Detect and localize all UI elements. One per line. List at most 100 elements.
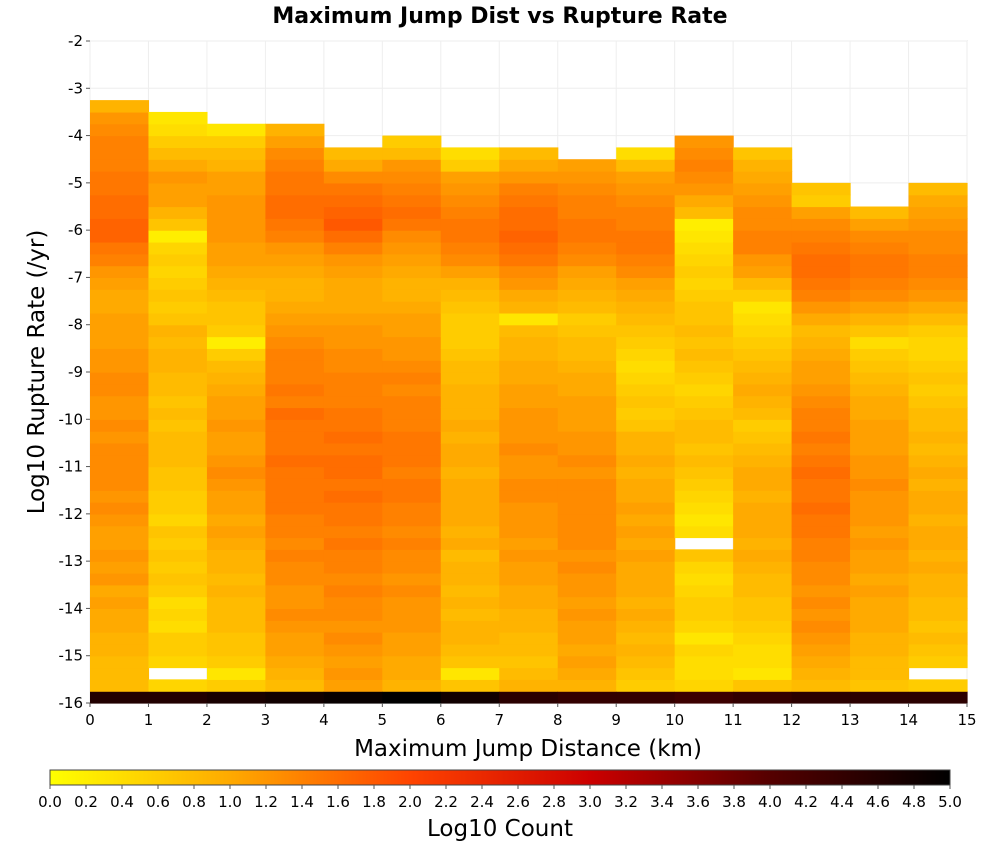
heatmap-cell <box>382 241 442 255</box>
heatmap-cell <box>323 395 383 409</box>
heatmap-cell <box>616 454 676 468</box>
heatmap-cell <box>323 265 383 279</box>
colorbar-label: Log10 Count <box>427 816 573 842</box>
heatmap-cell <box>850 241 910 255</box>
heatmap-cell <box>616 395 676 409</box>
heatmap-cell <box>674 301 734 314</box>
heatmap-cell <box>440 159 500 172</box>
heatmap-cell <box>616 466 676 479</box>
heatmap-cell <box>265 230 325 243</box>
heatmap-cell <box>908 206 968 219</box>
heatmap-cell <box>908 643 968 657</box>
heatmap-cell <box>265 277 325 290</box>
heatmap-cell <box>733 265 793 279</box>
heatmap-cell <box>265 360 325 373</box>
heatmap-cell <box>674 147 734 160</box>
heatmap-cell <box>908 502 968 515</box>
heatmap-cell <box>850 596 910 610</box>
heatmap-cell <box>850 584 910 598</box>
heatmap-cell <box>382 265 442 279</box>
heatmap-cell <box>616 147 676 160</box>
heatmap-cell <box>557 383 617 397</box>
heatmap-cell <box>791 431 851 444</box>
heatmap-cell <box>850 525 910 539</box>
heatmap-cell <box>499 218 559 231</box>
heatmap-cell <box>90 230 150 243</box>
heatmap-cell <box>850 324 910 338</box>
heatmap-cell <box>323 206 383 219</box>
heatmap-cell <box>674 241 734 255</box>
heatmap-cell <box>382 206 442 219</box>
heatmap-cell <box>499 206 559 219</box>
heatmap-cell <box>557 490 617 503</box>
heatmap-cell <box>557 679 617 692</box>
heatmap-cell <box>265 667 325 680</box>
heatmap-cell <box>733 490 793 503</box>
heatmap-cell <box>674 431 734 444</box>
heatmap-cell <box>791 490 851 503</box>
x-tick-label: 5 <box>378 711 388 729</box>
x-tick-label: 8 <box>553 711 563 729</box>
heatmap-cell <box>265 537 325 550</box>
heatmap-cell <box>90 360 150 373</box>
heatmap-cell <box>791 383 851 397</box>
heatmap-cell <box>733 312 793 326</box>
y-axis-label: Log10 Rupture Rate (/yr) <box>24 230 50 515</box>
heatmap-cell <box>323 572 383 586</box>
heatmap-cell <box>616 171 676 184</box>
y-tick-label: -3 <box>68 79 83 97</box>
heatmap-cell <box>206 608 266 621</box>
heatmap-cell <box>440 502 500 515</box>
colorbar-tick-label: 0.2 <box>74 793 98 811</box>
heatmap-cell <box>499 159 559 172</box>
heatmap-cell <box>908 230 968 243</box>
heatmap-cell <box>265 502 325 515</box>
heatmap-cell <box>323 241 383 255</box>
heatmap-cell <box>733 655 793 669</box>
heatmap-cell <box>148 135 208 148</box>
heatmap-cell <box>557 336 617 349</box>
heatmap-cell <box>90 596 150 610</box>
y-tick-label: -16 <box>59 694 84 712</box>
heatmap-cell <box>382 478 442 491</box>
heatmap-cell <box>616 478 676 491</box>
heatmap-cell <box>791 620 851 633</box>
heatmap-cell <box>90 572 150 586</box>
heatmap-cell <box>791 502 851 515</box>
heatmap-cell <box>323 230 383 243</box>
heatmap-cell <box>382 655 442 669</box>
heatmap-cell <box>674 632 734 645</box>
heatmap-cell <box>674 372 734 385</box>
heatmap-cell <box>733 182 793 196</box>
heatmap-cell <box>382 502 442 515</box>
heatmap-cell <box>557 620 617 633</box>
heatmap-cell <box>148 230 208 243</box>
heatmap-cell <box>499 431 559 444</box>
heatmap-cell <box>908 431 968 444</box>
y-tick-label: -14 <box>59 599 84 617</box>
colorbar-tick-label: 2.2 <box>434 793 458 811</box>
heatmap-cell <box>499 324 559 338</box>
heatmap-cell <box>206 230 266 243</box>
heatmap-cell <box>557 194 617 208</box>
heatmap-cell <box>499 312 559 326</box>
heatmap-cell <box>733 419 793 432</box>
heatmap-cell <box>382 348 442 361</box>
heatmap-cell <box>440 513 500 527</box>
heatmap-cell <box>206 691 266 704</box>
heatmap-cell <box>440 655 500 669</box>
heatmap-cell <box>733 194 793 208</box>
heatmap-cell <box>206 407 266 420</box>
heatmap-cell <box>382 525 442 539</box>
heatmap-cell <box>323 360 383 373</box>
heatmap-cell <box>90 395 150 409</box>
heatmap-cell <box>90 407 150 420</box>
heatmap-cell <box>440 608 500 621</box>
heatmap-cell <box>850 372 910 385</box>
heatmap-cell <box>148 383 208 397</box>
colorbar-ticks: 0.0 0.2 0.4 0.6 0.8 1.0 1.2 1.4 1.6 1.8 2.0 2.2 2.4 2… <box>38 785 962 811</box>
colorbar-tick-label: 2.8 <box>542 793 566 811</box>
heatmap-cell <box>733 395 793 409</box>
heatmap-cell <box>148 478 208 491</box>
heatmap-cell <box>791 478 851 491</box>
